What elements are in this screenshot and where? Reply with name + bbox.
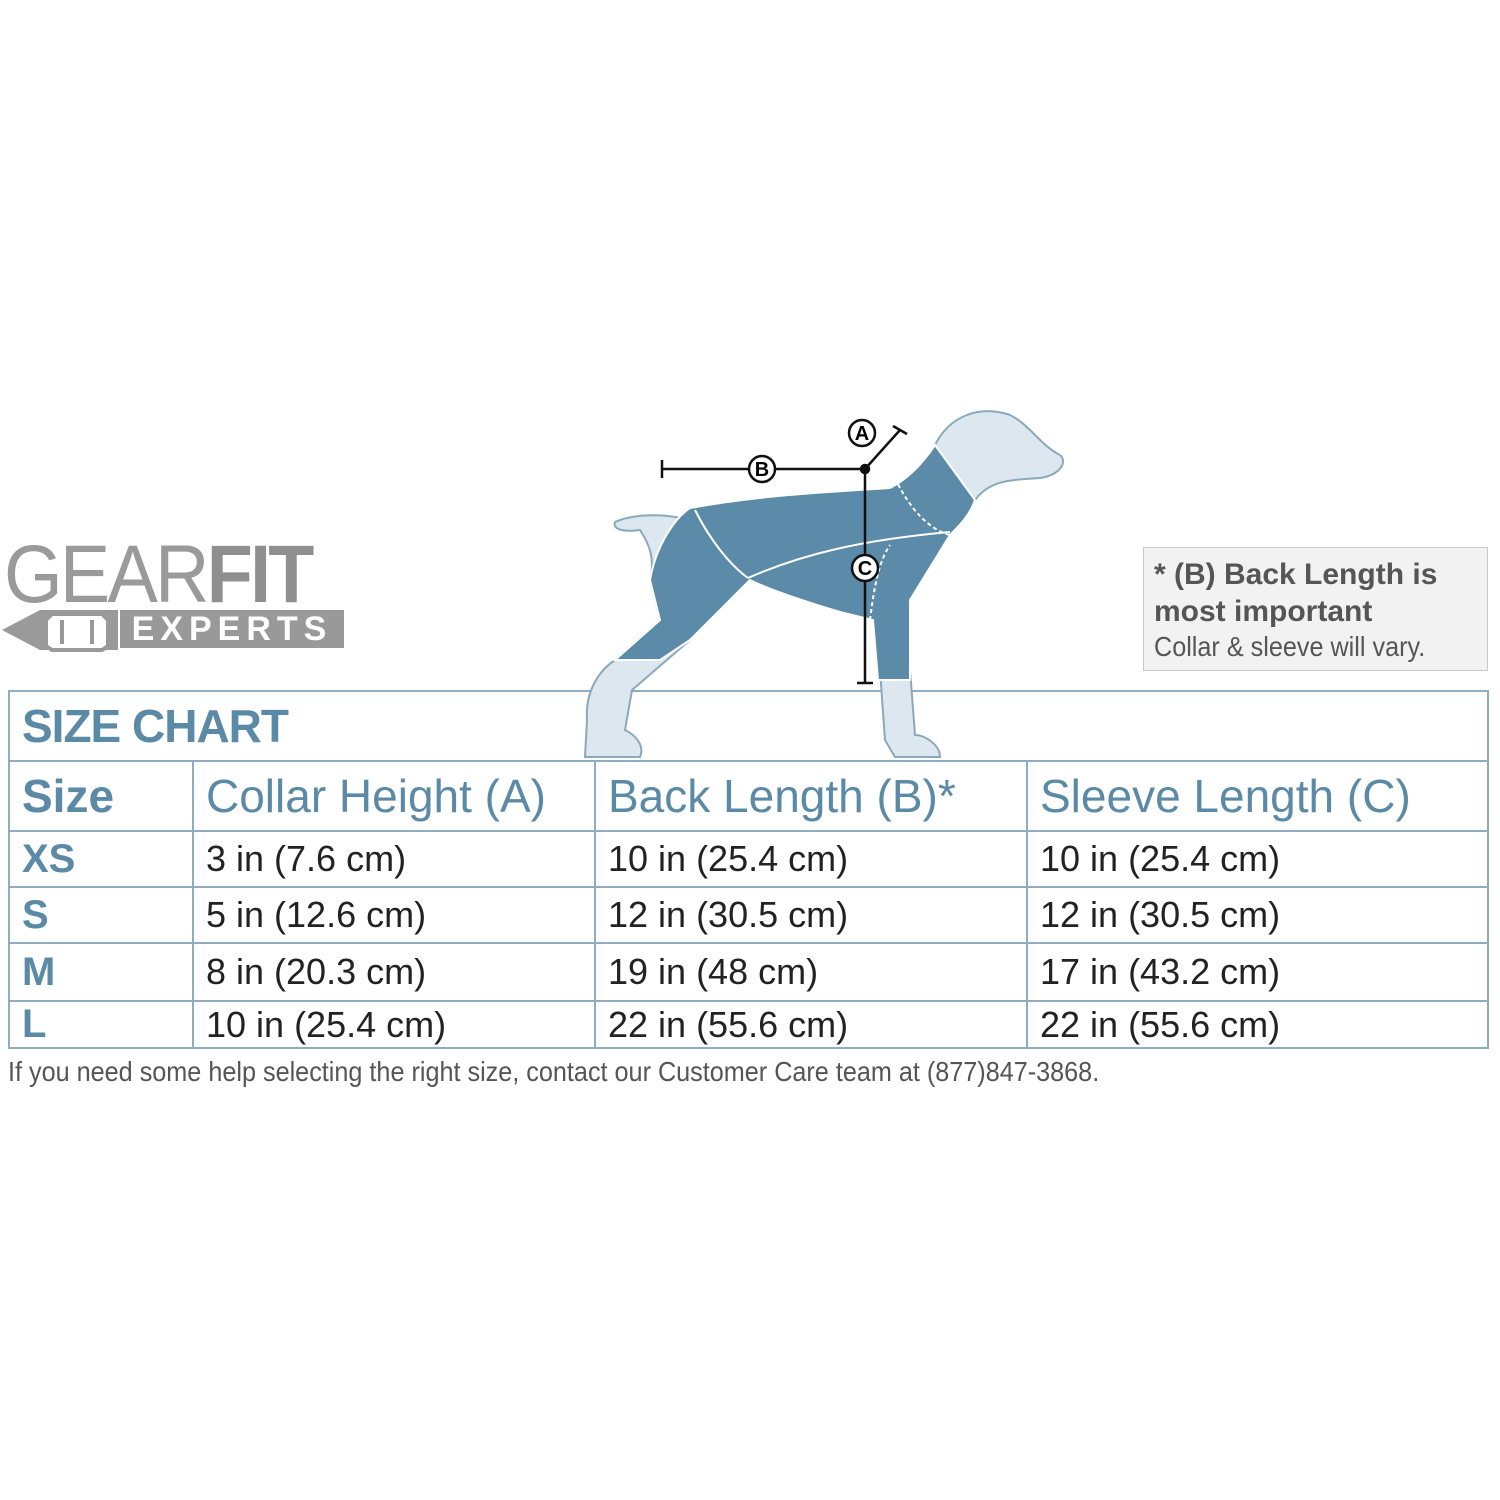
size-chart-table: SIZE CHART Size Collar Height (A) Back L…: [8, 690, 1489, 1049]
shield-icon: [2, 610, 118, 652]
table-header-row: Size Collar Height (A) Back Length (B)* …: [8, 760, 1489, 832]
customer-care-footer: If you need some help selecting the righ…: [8, 1056, 1100, 1087]
size-chart-title: SIZE CHART: [8, 690, 1489, 762]
label-b: B: [755, 459, 769, 481]
table-row: L 10 in (25.4 cm) 22 in (55.6 cm) 22 in (55…: [8, 1000, 1489, 1049]
table-row: XS 3 in (7.6 cm) 10 in (25.4 cm) 10 in (25.…: [8, 830, 1489, 888]
gearfit-experts-logo: GEARFIT EXPERTS: [0, 530, 350, 655]
measurement-lines: [660, 418, 908, 685]
label-c: C: [858, 558, 872, 580]
header-back-length: Back Length (B)*: [594, 760, 1028, 832]
dog-measurement-diagram: B A C: [583, 410, 1065, 758]
header-size: Size: [8, 760, 194, 832]
back-length-note: * (B) Back Length is most important Coll…: [1143, 547, 1488, 671]
garment: [612, 443, 977, 681]
header-sleeve-length: Sleeve Length (C): [1026, 760, 1489, 832]
label-a: A: [855, 423, 869, 445]
header-collar-height: Collar Height (A): [192, 760, 596, 832]
